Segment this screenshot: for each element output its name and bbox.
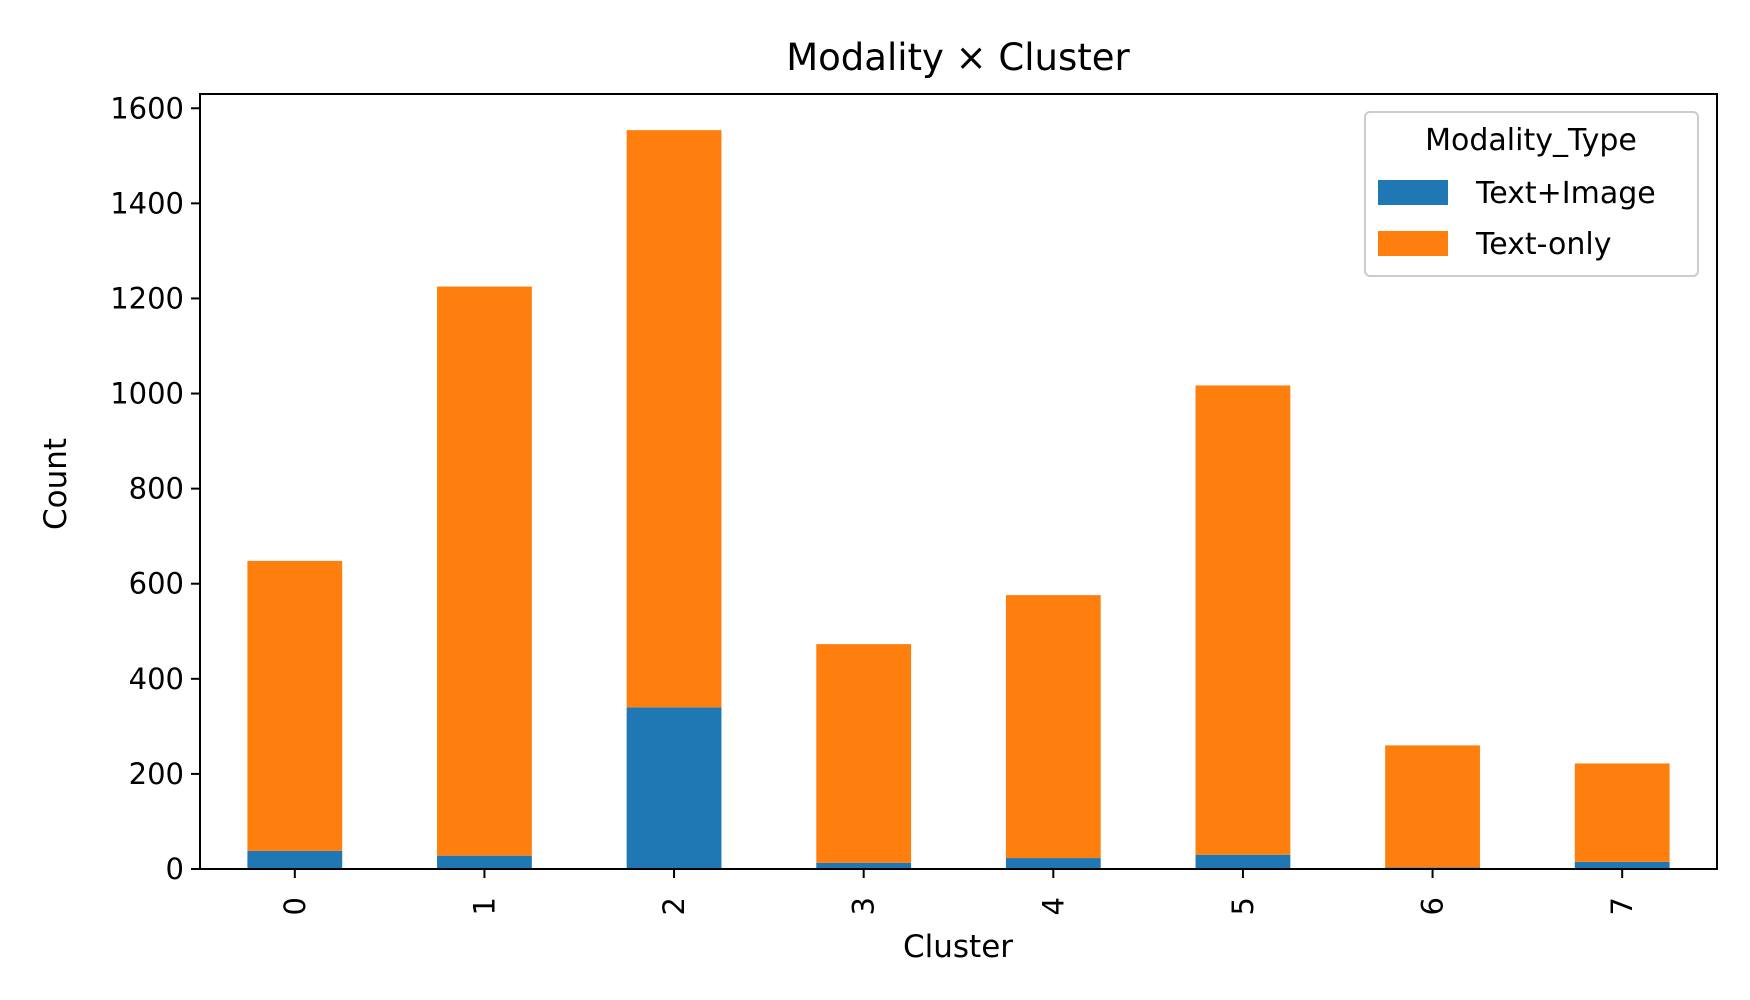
bar-cluster-7-text-image — [1574, 861, 1670, 869]
y-tick-label: 800 — [129, 472, 184, 506]
x-axis: 0 1 2 3 4 5 6 7 — [278, 869, 1639, 915]
x-tick-label: 7 — [1605, 897, 1639, 915]
bar-cluster-4-text-image — [1005, 858, 1101, 869]
legend-label-text-image: Text+Image — [1475, 176, 1656, 211]
y-tick-label: 0 — [166, 852, 184, 886]
y-tick-label: 200 — [129, 757, 184, 791]
x-tick-label: 1 — [467, 897, 501, 915]
y-axis-label: Count — [38, 438, 74, 530]
bar-cluster-1-text-only — [437, 286, 532, 856]
legend-title: Modality_Type — [1425, 123, 1637, 158]
y-tick-label: 1400 — [110, 186, 184, 220]
y-axis: 0 200 400 600 800 1000 1200 1400 1600 — [110, 91, 200, 886]
x-tick-label: 2 — [657, 897, 691, 915]
legend-label-text-only: Text-only — [1475, 227, 1612, 262]
y-tick-label: 1000 — [110, 377, 184, 411]
x-tick-label: 0 — [278, 897, 312, 915]
bar-cluster-6-text-only — [1385, 745, 1480, 868]
bar-cluster-0-text-only — [247, 560, 343, 851]
bar-cluster-4-text-only — [1005, 595, 1101, 859]
y-tick-label: 1600 — [110, 91, 184, 125]
bar-cluster-5-text-only — [1195, 385, 1291, 855]
chart-title: Modality × Cluster — [786, 36, 1130, 79]
legend: Modality_Type Text+Image Text-only — [1364, 111, 1699, 277]
x-tick-label: 6 — [1416, 897, 1450, 915]
x-tick-label: 4 — [1036, 897, 1070, 915]
bar-cluster-2-text-only — [626, 130, 722, 708]
bar-cluster-3-text-image — [816, 862, 912, 869]
bar-cluster-1-text-image — [437, 855, 532, 869]
bar-cluster-2-text-image — [626, 707, 722, 869]
y-tick-label: 600 — [129, 567, 184, 601]
bar-cluster-3-text-only — [816, 644, 912, 863]
y-tick-label: 400 — [129, 662, 184, 696]
bar-cluster-7-text-only — [1574, 763, 1670, 862]
legend-box — [1364, 111, 1699, 277]
x-axis-label: Cluster — [903, 929, 1013, 965]
legend-swatch-text-only — [1378, 231, 1448, 256]
bar-cluster-5-text-image — [1195, 854, 1291, 869]
bar-cluster-0-text-image — [247, 850, 343, 869]
x-tick-label: 3 — [847, 897, 881, 915]
plot-frame — [199, 93, 1718, 870]
bars-group — [247, 130, 1670, 869]
legend-swatch-text-image — [1378, 180, 1448, 205]
x-tick-label: 5 — [1226, 897, 1260, 915]
y-tick-label: 1200 — [110, 281, 184, 315]
